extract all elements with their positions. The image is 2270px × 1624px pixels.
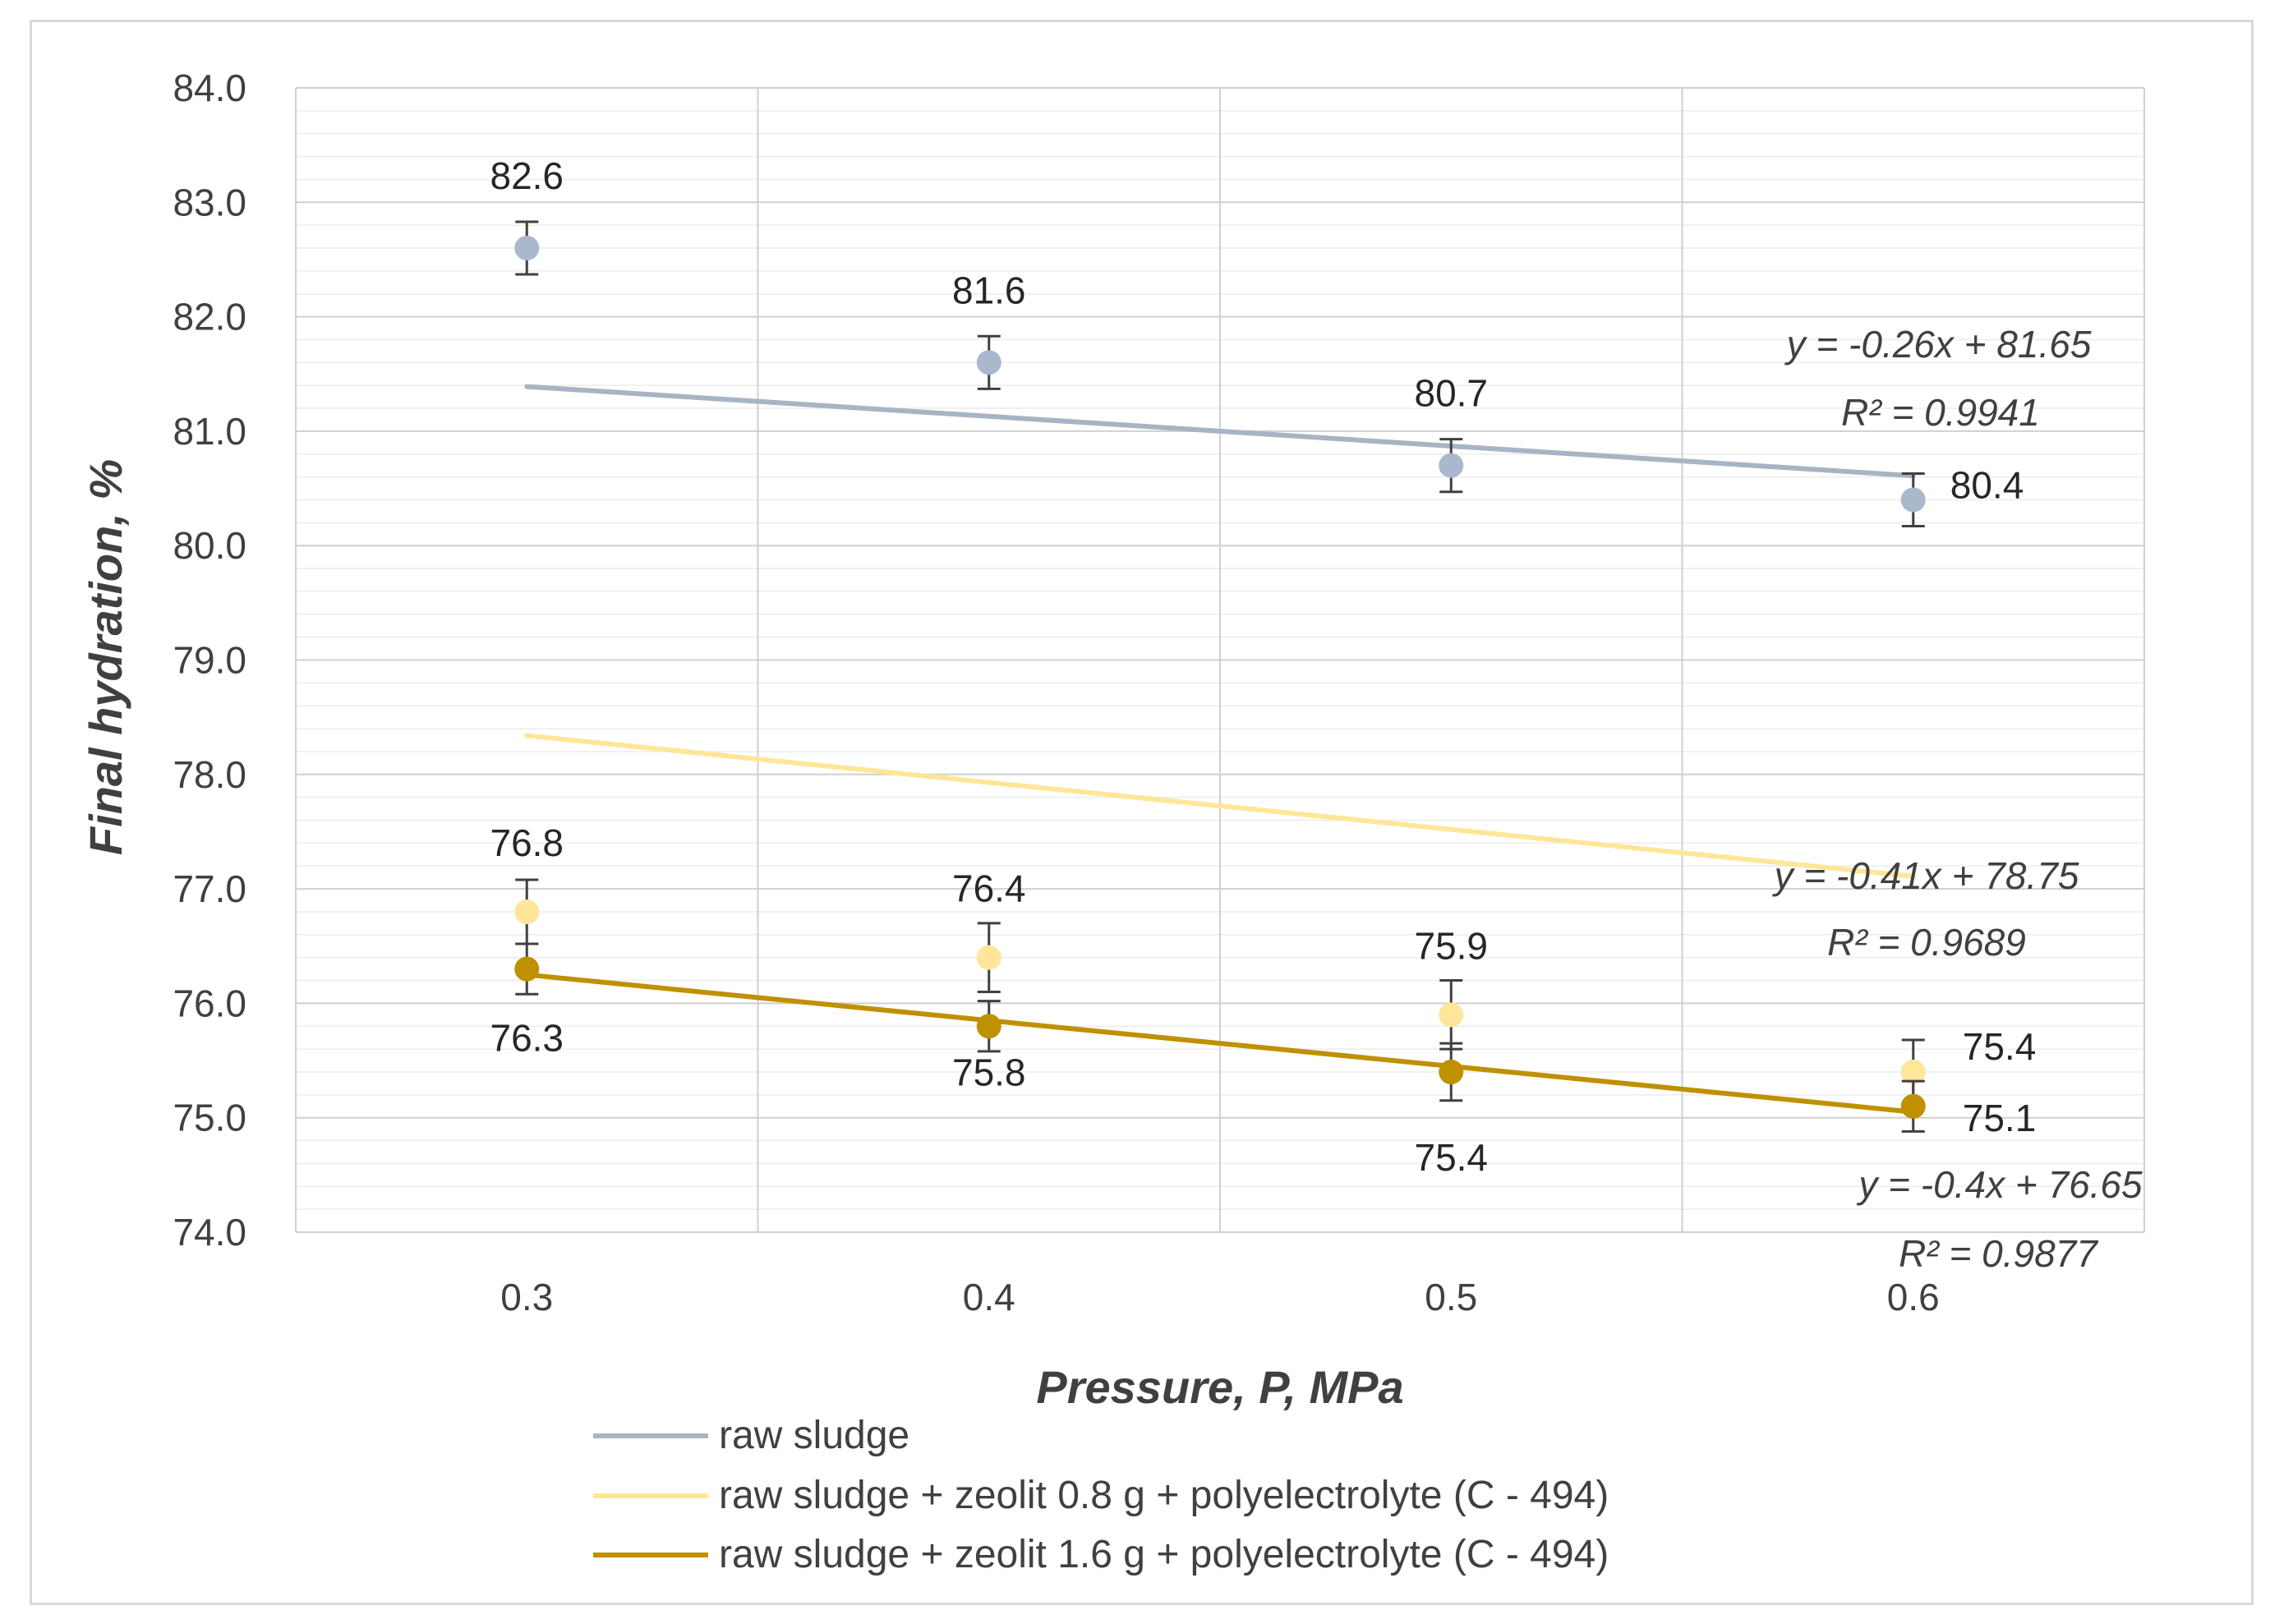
x-tick-label: 0.6: [1887, 1276, 1940, 1318]
series: [514, 220, 1926, 1133]
data-point: [1900, 1093, 1926, 1119]
data-label: 76.8: [490, 821, 564, 864]
axes: Final hydration, % Pressure, P, MPa 74.0…: [80, 67, 1940, 1413]
x-axis-title: Pressure, P, MPa: [1036, 1361, 1403, 1413]
chart-frame: [30, 20, 2254, 1605]
legend-item[interactable]: raw sludge + zeolit 1.6 g + polyelectrol…: [593, 1533, 1609, 1576]
y-tick-label: 74.0: [173, 1211, 246, 1254]
data-label: 76.4: [952, 867, 1026, 910]
data-point: [976, 350, 1001, 375]
data-label: 75.4: [1414, 1136, 1488, 1179]
data-label: 75.9: [1414, 924, 1488, 967]
data-label: 80.4: [1950, 463, 2024, 506]
legend-item[interactable]: raw sludge + zeolit 0.8 g + polyelectrol…: [593, 1474, 1609, 1517]
y-axis-title: Final hydration, %: [80, 459, 131, 855]
x-tick-label: 0.4: [963, 1276, 1015, 1318]
data-point: [514, 899, 540, 924]
legend[interactable]: raw sludge raw sludge + zeolit 0.8 g + po…: [593, 1414, 1609, 1576]
data-label: 75.4: [1963, 1025, 2037, 1068]
y-tick-label: 75.0: [173, 1097, 246, 1139]
trendline-equation: y = -0.4x + 76.65: [1856, 1163, 2143, 1206]
data-point: [1439, 1002, 1464, 1028]
data-point: [1900, 487, 1926, 513]
data-point: [976, 1014, 1001, 1039]
y-tick-label: 82.0: [173, 296, 246, 338]
grid: [295, 87, 2145, 1233]
trendline: [524, 733, 1916, 879]
data-labels: 82.6 81.6 80.7 80.4 76.8 76.4 75.9 75.4 76.3 75.8…: [490, 154, 2036, 1179]
trendline-equation: y = -0.26x + 81.65: [1784, 323, 2092, 366]
series-3: [514, 942, 1926, 1133]
legend-item[interactable]: raw sludge: [593, 1414, 909, 1457]
y-tick-label: 81.0: [173, 410, 246, 453]
y-tick-label: 84.0: [173, 67, 246, 109]
legend-label: raw sludge + zeolit 0.8 g + polyelectrol…: [719, 1474, 1609, 1517]
data-point: [514, 236, 540, 261]
trendline-r2: R² = 0.9877: [1899, 1232, 2098, 1275]
legend-label: raw sludge: [719, 1414, 909, 1457]
data-point: [1439, 453, 1464, 478]
data-label: 82.6: [490, 154, 564, 197]
data-point: [514, 956, 540, 982]
x-tick-label: 0.3: [500, 1276, 553, 1318]
y-tick-label: 79.0: [173, 639, 246, 682]
data-label: 75.1: [1963, 1097, 2037, 1139]
data-point: [976, 945, 1001, 970]
data-point: [1900, 1059, 1926, 1084]
y-tick-label: 76.0: [173, 982, 246, 1024]
y-tick-label: 80.0: [173, 524, 246, 567]
data-label: 75.8: [952, 1051, 1026, 1093]
trendline: [524, 972, 1916, 1115]
data-point: [1439, 1059, 1464, 1084]
trendline-r2: R² = 0.9689: [1827, 921, 2026, 964]
trendline-equation: y = -0.41x + 78.75: [1772, 854, 2079, 897]
trendline-equations: y = -0.26x + 81.65 R² = 0.9941 y = -0.41x …: [1772, 323, 2143, 1275]
data-label: 81.6: [952, 269, 1026, 311]
trendline: [524, 384, 1916, 479]
y-tick-label: 78.0: [173, 753, 246, 796]
series-1: [514, 220, 1926, 528]
y-tick-label: 77.0: [173, 867, 246, 910]
trendline-r2: R² = 0.9941: [1841, 391, 2040, 434]
legend-label: raw sludge + zeolit 1.6 g + polyelectrol…: [719, 1533, 1609, 1576]
y-tick-label: 83.0: [173, 181, 246, 223]
x-tick-label: 0.5: [1425, 1276, 1477, 1318]
data-label: 76.3: [490, 1017, 564, 1060]
data-label: 80.7: [1414, 372, 1488, 415]
